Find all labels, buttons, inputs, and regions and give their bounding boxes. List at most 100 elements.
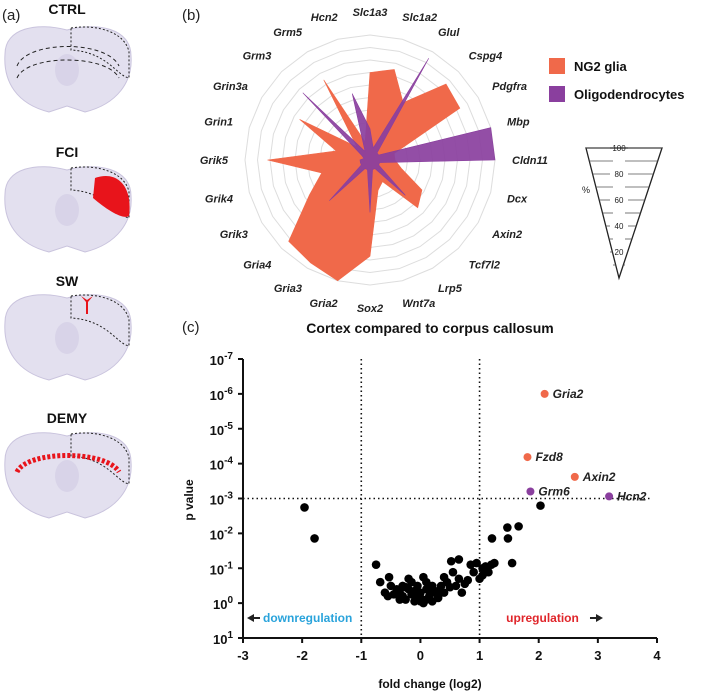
data-point bbox=[427, 597, 437, 606]
legend-label-ng2: NG2 glia bbox=[574, 59, 628, 74]
corpus-callosum-outline bbox=[16, 46, 120, 79]
panel-b-label: (b) bbox=[182, 7, 200, 24]
y-tick-base: 10 bbox=[210, 562, 224, 577]
condition-label-fci: FCI bbox=[56, 144, 79, 160]
y-tick-base: 10 bbox=[210, 423, 224, 438]
brain-section-demy bbox=[4, 432, 132, 519]
data-point bbox=[472, 558, 481, 568]
data-point bbox=[433, 586, 443, 596]
radar-axis-label: Grin3a bbox=[213, 81, 248, 93]
highlighted-point-gria2 bbox=[540, 389, 549, 398]
data-point bbox=[454, 574, 464, 584]
radar-axis-label: Lrp5 bbox=[438, 283, 463, 295]
data-point bbox=[487, 534, 497, 543]
data-point bbox=[536, 501, 545, 510]
y-tick-exponent: -7 bbox=[224, 351, 233, 362]
radar-axis-label: Gria2 bbox=[310, 298, 338, 310]
y-tick-label: 10-7 bbox=[210, 351, 234, 368]
data-point bbox=[490, 558, 499, 568]
y-axis-label: p value bbox=[182, 479, 196, 521]
cone-outline bbox=[585, 147, 663, 281]
highlighted-point-hcn2 bbox=[605, 492, 614, 501]
y-tick-label: 101 bbox=[213, 630, 233, 647]
y-tick-base: 10 bbox=[210, 493, 224, 508]
downregulation-label: downregulation bbox=[263, 611, 352, 625]
y-tick-exponent: -4 bbox=[224, 456, 233, 467]
cone-tick-label: 60 bbox=[615, 196, 624, 205]
y-tick-exponent: 1 bbox=[227, 630, 233, 641]
y-tick-exponent: -2 bbox=[224, 525, 233, 536]
highlighted-label-axin2: Axin2 bbox=[582, 470, 616, 484]
condition-label-sw: SW bbox=[56, 273, 79, 289]
brain-section-fci bbox=[4, 166, 132, 253]
y-tick-exponent: -3 bbox=[224, 491, 233, 502]
highlighted-point-fzd8 bbox=[523, 453, 532, 462]
y-tick-label: 10-1 bbox=[210, 560, 234, 577]
cortex-region-outline bbox=[70, 432, 130, 485]
x-tick-label: 2 bbox=[535, 648, 542, 663]
x-tick-label: 0 bbox=[417, 648, 424, 663]
radar-axis-label: Gria3 bbox=[274, 283, 302, 295]
radar-axis-label: Gria4 bbox=[243, 260, 271, 272]
panel-a-label: (a) bbox=[2, 7, 20, 24]
arrow-left-icon bbox=[247, 614, 260, 622]
y-tick-base: 10 bbox=[210, 353, 224, 368]
stab-wound-mark bbox=[81, 296, 93, 314]
cortex-region-outline bbox=[70, 294, 130, 347]
brain-ventricle bbox=[55, 194, 79, 226]
y-tick-base: 10 bbox=[213, 632, 227, 647]
highlighted-point-grm6 bbox=[526, 487, 535, 496]
data-point bbox=[401, 582, 410, 592]
data-point bbox=[503, 534, 513, 543]
x-tick-label: 1 bbox=[476, 648, 483, 663]
percent-scale-cone: % 20 40 60 80 100 bbox=[582, 144, 663, 281]
radar-series-oligodendrocytes bbox=[302, 58, 496, 213]
radar-series-ng2-glia bbox=[267, 69, 461, 282]
radar-axis-label: Grm3 bbox=[243, 50, 272, 62]
y-tick-base: 10 bbox=[210, 458, 224, 473]
legend-swatch-ng2 bbox=[549, 58, 565, 74]
highlighted-label-fzd8: Fzd8 bbox=[535, 450, 563, 464]
data-point bbox=[425, 586, 434, 596]
arrow-right-icon bbox=[589, 614, 603, 622]
brain-section-ctrl bbox=[4, 26, 132, 113]
x-tick-label: -1 bbox=[356, 648, 368, 663]
demyelination-area bbox=[14, 453, 122, 474]
radar-axis-label: Slc1a3 bbox=[353, 7, 388, 19]
radar-axis-label: Glul bbox=[438, 27, 460, 39]
cortex-region-outline bbox=[70, 26, 130, 79]
radar-axis-label: Tcf7l2 bbox=[469, 260, 500, 272]
radar-axis-label: Grik4 bbox=[205, 193, 233, 205]
y-tick-base: 10 bbox=[213, 597, 227, 612]
cone-tick-label: 40 bbox=[615, 222, 624, 231]
data-point bbox=[384, 572, 394, 582]
data-point bbox=[514, 522, 523, 531]
y-tick-label: 10-3 bbox=[210, 491, 234, 508]
data-point bbox=[446, 556, 456, 566]
cone-tick-label: 100 bbox=[612, 144, 626, 153]
brain-section-sw bbox=[4, 294, 132, 381]
data-point bbox=[484, 567, 493, 577]
radar-legend: NG2 glia Oligodendrocytes bbox=[549, 58, 685, 102]
data-point bbox=[463, 575, 473, 585]
lesion-area bbox=[93, 175, 130, 217]
condition-label-ctrl: CTRL bbox=[48, 1, 86, 17]
data-point bbox=[503, 523, 512, 532]
y-tick-label: 100 bbox=[213, 595, 233, 612]
radar-axis-label: Grik5 bbox=[200, 155, 229, 167]
radar-axis-label: Cspg4 bbox=[469, 50, 503, 62]
data-point bbox=[454, 555, 464, 564]
y-tick-exponent: -6 bbox=[224, 386, 233, 397]
cone-tick-label: 20 bbox=[615, 248, 624, 257]
radar-axis-label: Sox2 bbox=[357, 303, 383, 315]
radar-axis-label: Wnt7a bbox=[402, 298, 435, 310]
highlighted-label-gria2: Gria2 bbox=[553, 387, 584, 401]
brain-ventricle bbox=[55, 460, 79, 492]
x-tick-label: -3 bbox=[237, 648, 249, 663]
x-axis-label: fold change (log2) bbox=[378, 677, 481, 691]
radar-grid-ring bbox=[256, 46, 484, 274]
data-point bbox=[371, 560, 381, 569]
